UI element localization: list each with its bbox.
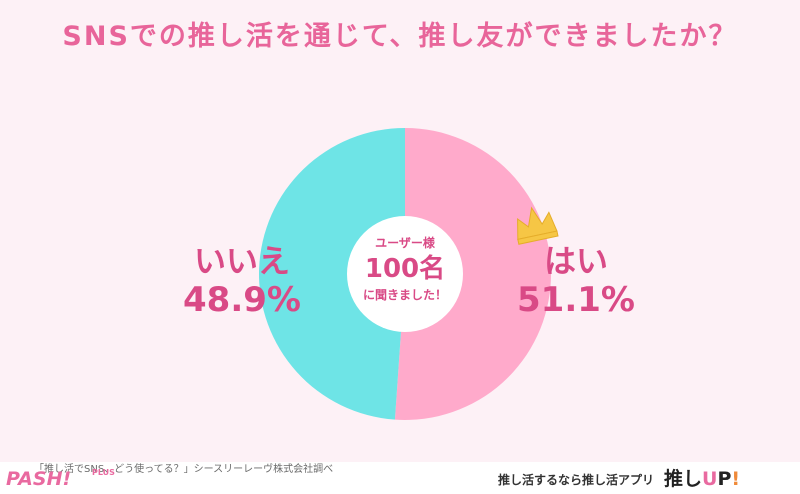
donut-hole (347, 216, 463, 332)
footer-bar (0, 462, 800, 494)
brand-c: P (717, 468, 732, 490)
brand-d: ! (731, 468, 741, 490)
label-no-name: いいえ (193, 242, 290, 280)
slice-no (259, 128, 405, 420)
label-yes: はい 51.1% (506, 242, 646, 320)
center-foot: に聞きました！ (362, 288, 447, 302)
footer-tagline: 推し活するなら推し活アプリ (498, 473, 655, 487)
center-count: 100名 (364, 254, 446, 284)
label-no: いいえ 48.9% (172, 242, 312, 320)
brand-b: U (702, 468, 718, 490)
chart-title: SNSでの推し活を通じて、推し友ができましたか？ (62, 21, 738, 52)
slice-yes (394, 128, 552, 420)
brand-logo: 推しUP! (664, 464, 740, 491)
center-summary: ユーザー様 100名 に聞きました！ (340, 234, 470, 304)
brand-a: 推し (664, 468, 703, 490)
label-yes-pct: 51.1% (517, 280, 635, 320)
center-sub: ユーザー様 (375, 236, 435, 250)
crown-icon (517, 206, 559, 245)
pash-logo: PASH! (6, 468, 72, 490)
source-note: 「推し活でSNS、どう使ってる？」シースリーレーヴ株式会社調べ (34, 464, 334, 475)
pash-logo-plus: PLUS (92, 468, 115, 477)
label-no-pct: 48.9% (183, 280, 301, 320)
label-yes-name: はい (543, 242, 608, 280)
